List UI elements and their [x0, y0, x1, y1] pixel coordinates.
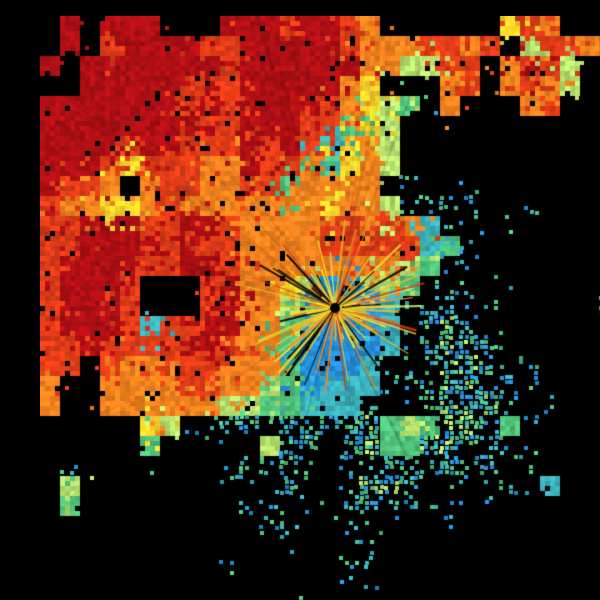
radar-reflectivity-canvas [40, 16, 600, 600]
weather-radar-reflectivity-image [40, 16, 600, 600]
